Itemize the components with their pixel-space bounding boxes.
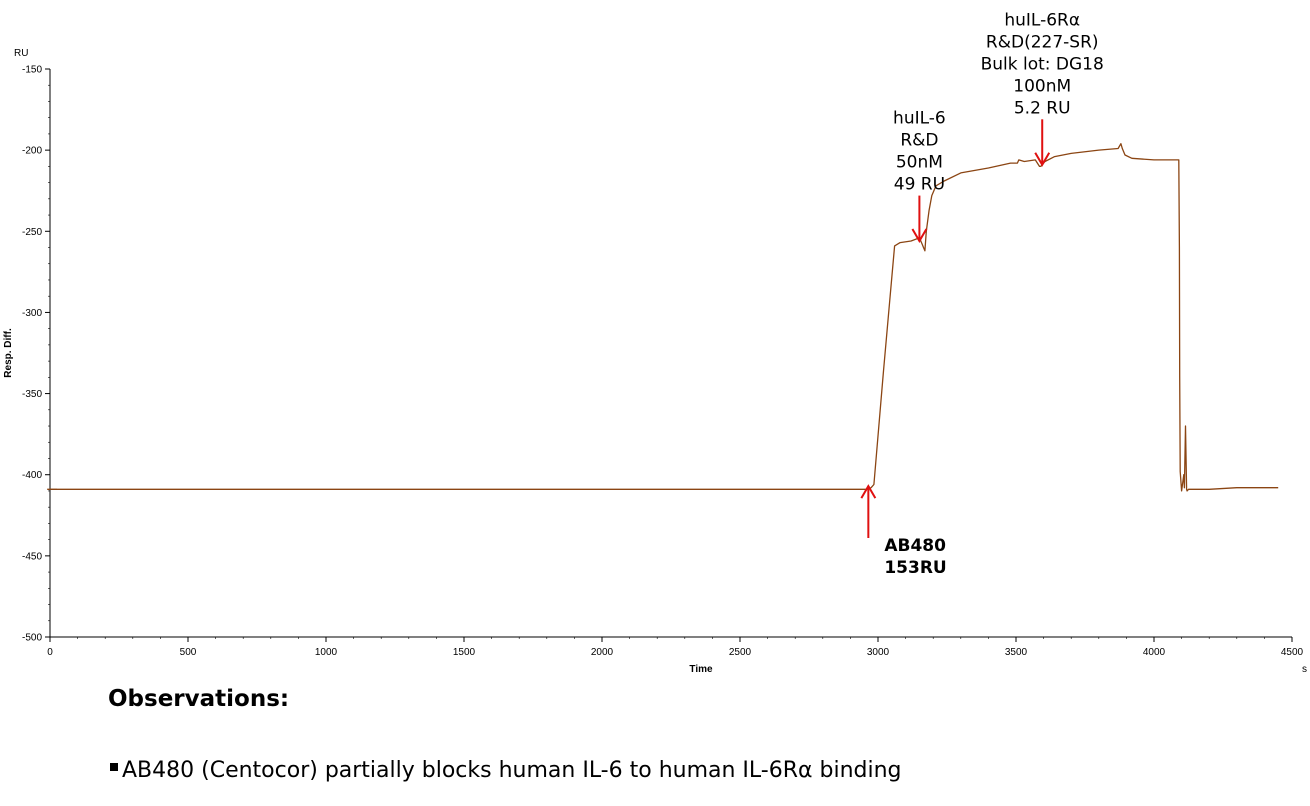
x-tick-label: 3000 (867, 647, 890, 658)
x-tick-label: 2500 (729, 647, 752, 658)
annotation-arrowhead-0 (860, 484, 877, 499)
annotation-text: 49 RU (894, 175, 945, 195)
observations-heading: Observations: (108, 686, 290, 712)
y-tick-label: -400 (22, 470, 42, 481)
annotation-text: 153RU (884, 558, 946, 578)
y-axis-title: Resp. Diff. (3, 328, 14, 378)
y-tick-label: -150 (22, 65, 42, 76)
y-tick-label: -350 (22, 389, 42, 400)
x-unit-label: s (1302, 664, 1307, 675)
bullet-icon (110, 763, 118, 771)
x-tick-label: 4500 (1281, 647, 1304, 658)
x-tick-label: 4000 (1143, 647, 1166, 658)
observation-item: AB480 (Centocor) partially blocks human … (110, 758, 902, 783)
annotation-text: 50nM (896, 153, 943, 173)
x-tick-label: 0 (47, 647, 53, 658)
axes: -150 -200 -250 -300 -350 -400 -450 -500 0 500 1000… (3, 48, 1307, 675)
annotation-text: 5.2 RU (1014, 98, 1071, 118)
annotation-text: 100nM (1013, 76, 1071, 96)
annotation-arrowhead-1 (911, 228, 928, 244)
x-tick-label: 500 (180, 647, 197, 658)
x-axis-title: Time (689, 664, 713, 675)
sensorgram-chart: -150 -200 -250 -300 -350 -400 -450 -500 0 500 1000… (3, 10, 1307, 675)
annotation-arrowhead-2 (1034, 152, 1051, 167)
observation-text: AB480 (Centocor) partially blocks human … (122, 758, 902, 783)
x-tick-label: 1000 (315, 647, 338, 658)
y-tick-label: -500 (22, 633, 42, 644)
series-line-0 (47, 143, 1279, 492)
x-tick-label: 1500 (453, 647, 476, 658)
annotation-text: huIL-6 (893, 109, 946, 129)
annotation-text: R&D (900, 131, 938, 151)
y-tick-label: -200 (22, 146, 42, 157)
y-unit-label: RU (14, 48, 28, 59)
annotation-text: Bulk lot: DG18 (981, 54, 1104, 74)
y-tick-label: -450 (22, 551, 42, 562)
annotation-text: R&D(227-SR) (986, 32, 1099, 52)
x-tick-label: 3500 (1005, 647, 1028, 658)
y-tick-label: -300 (22, 308, 42, 319)
series-layer (47, 143, 1279, 492)
annotation-text: AB480 (884, 536, 946, 556)
x-tick-label: 2000 (591, 647, 614, 658)
y-tick-label: -250 (22, 227, 42, 238)
annotation-text: huIL-6Rα (1004, 10, 1080, 30)
